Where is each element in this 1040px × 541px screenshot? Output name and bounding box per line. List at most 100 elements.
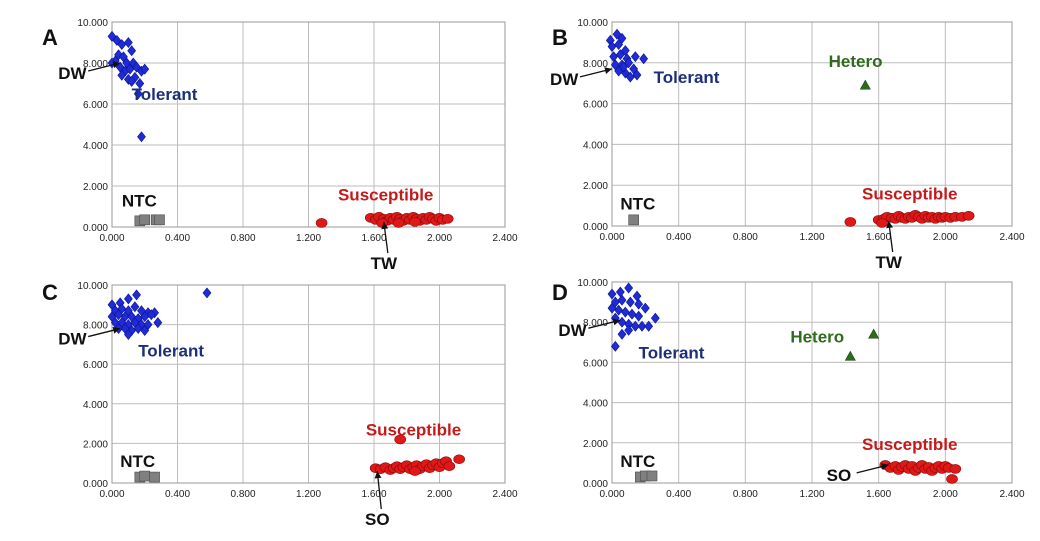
y-tick-label: 4.000 xyxy=(583,140,608,151)
series-ntc xyxy=(134,470,160,483)
data-point xyxy=(127,75,137,87)
x-tick-label: 0.400 xyxy=(666,232,691,243)
series-susceptible xyxy=(369,434,465,476)
arrow-head xyxy=(112,61,121,69)
data-point xyxy=(137,131,146,143)
data-point xyxy=(644,320,654,332)
annotation-label: DW xyxy=(550,70,579,89)
data-point xyxy=(140,325,150,337)
arrow-head xyxy=(381,221,389,230)
class-label-tolerant: Tolerant xyxy=(654,68,720,87)
annotation-dw: DW xyxy=(58,326,121,349)
y-tick-label: 2.000 xyxy=(83,439,108,450)
data-point xyxy=(617,294,627,306)
x-tick-label: 1.600 xyxy=(866,232,891,243)
data-point xyxy=(130,301,140,313)
data-point xyxy=(615,286,625,298)
x-tick-label: 0.400 xyxy=(165,489,190,500)
data-point xyxy=(146,309,156,321)
annotation-label: DW xyxy=(558,321,587,340)
scatter-panel-a: A 0.000 0.400 0.800 1.200 1.600 2.000 2.400 0.00… xyxy=(42,18,518,273)
class-label-susceptible: Susceptible xyxy=(338,185,433,204)
data-point xyxy=(844,350,856,361)
scatter-panel-c: C 0.000 0.400 0.800 1.200 1.600 2.000 2.400 0.00… xyxy=(42,280,518,529)
arrow-head xyxy=(112,326,121,334)
y-tick-label: 4.000 xyxy=(83,141,108,152)
series-tolerant xyxy=(605,28,649,83)
annotation-dw: DW xyxy=(550,67,613,89)
annotation-tw: TW xyxy=(371,221,398,273)
data-point xyxy=(614,304,624,316)
scatter-panel-d: D 0.000 0.400 0.800 1.200 1.600 2.000 2.400 0.00… xyxy=(552,278,1025,500)
data-point xyxy=(624,282,634,294)
data-point xyxy=(453,454,465,465)
class-label-tolerant: Tolerant xyxy=(132,85,198,104)
grid xyxy=(111,21,506,228)
scatter-panel-b: B 0.000 0.400 0.800 1.200 1.600 2.000 2.400 0.00… xyxy=(550,18,1025,272)
plot-frame xyxy=(611,281,1013,484)
data-point xyxy=(627,308,637,320)
class-label-hetero: Hetero xyxy=(790,327,844,346)
x-tick-label: 2.000 xyxy=(933,489,958,500)
annotation-dw: DW xyxy=(58,61,121,83)
data-point xyxy=(628,214,639,226)
grid xyxy=(611,21,1013,227)
series-ntc xyxy=(134,214,165,227)
y-tick-label: 8.000 xyxy=(83,321,108,332)
panel-letter: A xyxy=(42,25,58,50)
x-tick-label: 2.400 xyxy=(492,233,517,244)
data-point xyxy=(610,340,620,352)
y-tick-label: 8.000 xyxy=(583,59,608,70)
x-tick-label: 1.600 xyxy=(361,489,386,500)
data-point xyxy=(634,310,644,322)
y-tick-label: 6.000 xyxy=(583,358,608,369)
class-label-susceptible: Susceptible xyxy=(862,184,957,203)
class-label-susceptible: Susceptible xyxy=(862,435,957,454)
series-ntc xyxy=(628,214,639,226)
data-point xyxy=(202,287,212,299)
plot-frame xyxy=(111,21,506,228)
x-tick-label: 1.200 xyxy=(296,233,321,244)
y-tick-label: 2.000 xyxy=(83,182,108,193)
grid xyxy=(611,281,1013,484)
data-point xyxy=(634,298,644,310)
x-tick-label: 0.000 xyxy=(599,489,624,500)
data-point xyxy=(868,328,880,339)
data-point xyxy=(949,464,962,474)
panel-letter: D xyxy=(552,280,568,305)
annotation-label: DW xyxy=(58,330,87,349)
series-hetero xyxy=(844,328,880,361)
annotation-so: SO xyxy=(827,463,889,485)
y-tick-label: 6.000 xyxy=(83,360,108,371)
data-point xyxy=(630,320,640,332)
data-point xyxy=(632,290,642,302)
x-tick-label: 2.000 xyxy=(933,232,958,243)
data-point xyxy=(139,214,151,226)
y-tick-label: 10.000 xyxy=(77,281,108,292)
arrow-head xyxy=(374,471,382,479)
y-tick-label: 2.000 xyxy=(583,181,608,192)
x-tick-label: 1.200 xyxy=(799,232,824,243)
data-point xyxy=(135,78,145,89)
data-point xyxy=(609,51,619,63)
y-tick-label: 8.000 xyxy=(83,59,108,70)
data-point xyxy=(392,218,405,228)
data-point xyxy=(123,37,133,48)
grid xyxy=(111,284,506,484)
data-point xyxy=(614,38,624,50)
series-hetero xyxy=(859,79,871,90)
series-susceptible xyxy=(879,460,962,484)
class-label-tolerant: Tolerant xyxy=(138,341,204,360)
x-tick-label: 1.200 xyxy=(296,489,321,500)
data-point xyxy=(409,217,421,227)
data-point xyxy=(394,434,407,445)
x-tick-label: 1.600 xyxy=(866,489,891,500)
data-point xyxy=(615,49,625,61)
data-point xyxy=(632,69,642,81)
x-tick-label: 1.600 xyxy=(361,233,386,244)
series-susceptible xyxy=(315,211,454,228)
x-tick-label: 0.000 xyxy=(99,489,124,500)
arrow-head xyxy=(604,67,612,75)
data-point xyxy=(617,328,627,340)
data-point xyxy=(639,53,649,65)
